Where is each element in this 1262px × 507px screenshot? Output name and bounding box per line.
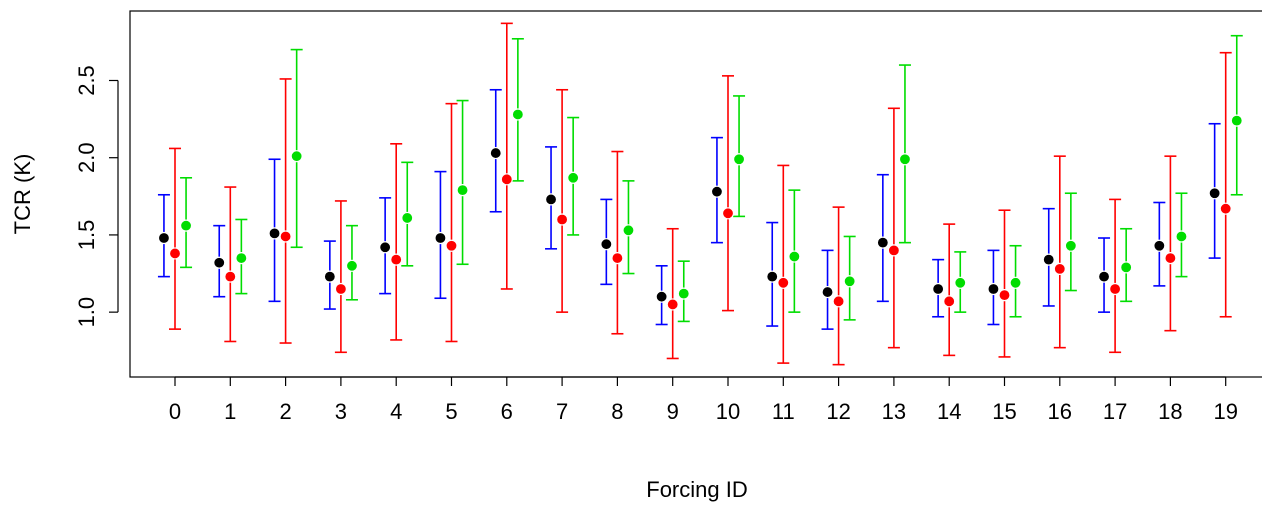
x-tick-label: 11 — [772, 399, 795, 424]
data-point — [843, 275, 856, 288]
data-point — [1064, 239, 1077, 252]
x-tick-label: 2 — [279, 399, 291, 424]
x-tick-label: 3 — [335, 399, 347, 424]
data-point — [788, 250, 801, 263]
data-point — [334, 282, 347, 296]
data-point — [279, 230, 292, 243]
data-point — [1164, 251, 1177, 265]
data-point — [567, 171, 580, 184]
data-point — [157, 231, 171, 245]
data-point — [721, 207, 735, 220]
data-point — [998, 289, 1011, 302]
data-point — [511, 108, 524, 121]
data-point — [987, 282, 1000, 296]
data-point — [666, 298, 679, 311]
data-point — [1097, 270, 1111, 283]
data-point — [290, 150, 303, 163]
data-point — [932, 282, 945, 296]
x-tick-label: 14 — [937, 399, 961, 424]
y-tick-label: 2.0 — [74, 142, 99, 173]
data-point — [445, 239, 458, 252]
y-tick-label: 1.5 — [74, 220, 99, 251]
x-tick-label: 13 — [882, 399, 906, 424]
data-point — [898, 153, 912, 166]
data-point — [1009, 276, 1022, 289]
data-point — [555, 213, 569, 226]
x-tick-label: 10 — [716, 399, 740, 424]
data-point — [732, 153, 746, 166]
x-tick-label: 0 — [169, 399, 181, 424]
x-tick-label: 16 — [1048, 399, 1072, 424]
data-point — [489, 146, 502, 160]
data-point — [268, 227, 281, 240]
data-point — [655, 290, 668, 303]
x-tick-label: 12 — [826, 399, 850, 424]
data-point — [1208, 187, 1221, 200]
data-point — [766, 270, 779, 283]
plot-frame — [129, 10, 1262, 378]
data-point — [213, 256, 226, 269]
data-point — [1219, 202, 1232, 215]
data-point — [168, 247, 182, 260]
x-axis-label: Forcing ID — [646, 477, 747, 502]
data-point — [401, 211, 414, 225]
y-axis: 1.0 1.5 2.0 2.5 — [74, 65, 119, 328]
data-point — [544, 193, 558, 206]
data-point — [345, 259, 359, 272]
data-point — [1042, 253, 1055, 266]
data-point — [876, 236, 889, 249]
x-tick-label: 15 — [992, 399, 1016, 424]
x-tick-label: 5 — [445, 399, 457, 424]
y-tick-label: 1.0 — [74, 297, 99, 328]
x-tick-label: 9 — [667, 399, 679, 424]
data-point — [954, 276, 967, 289]
x-tick-label: 1 — [224, 399, 236, 424]
data-point — [1153, 239, 1166, 252]
data-point — [379, 241, 392, 254]
x-tick-label: 18 — [1158, 399, 1182, 424]
data-point — [224, 270, 237, 283]
data-point — [1108, 282, 1122, 296]
data-point — [1120, 261, 1133, 274]
data-point — [456, 184, 469, 197]
error-bars — [157, 22, 1243, 366]
data-point — [832, 295, 845, 308]
data-point — [821, 285, 834, 299]
data-point — [677, 287, 690, 300]
data-point — [943, 295, 956, 308]
x-tick-label: 8 — [611, 399, 623, 424]
data-point — [887, 244, 901, 257]
data-point — [622, 224, 635, 237]
data-point — [434, 231, 447, 245]
x-tick-label: 4 — [390, 399, 402, 424]
data-point — [390, 253, 403, 266]
data-point — [500, 173, 513, 186]
data-point — [1175, 230, 1188, 243]
data-point — [235, 251, 248, 265]
data-point — [179, 219, 193, 232]
x-tick-label: 19 — [1213, 399, 1237, 424]
data-point — [1053, 262, 1066, 275]
data-point — [600, 238, 613, 251]
y-axis-label: TCR (K) — [10, 154, 35, 235]
x-axis: 0 1 2 3 4 5 6 7 8 9 10 11 12 13 14 15 16 17 18 19 — [169, 376, 1238, 424]
y-tick-label: 2.5 — [74, 65, 99, 96]
data-point — [777, 276, 790, 289]
x-tick-label: 6 — [501, 399, 513, 424]
data-point — [710, 185, 724, 198]
data-point — [323, 270, 336, 283]
data-point — [611, 251, 624, 265]
x-tick-label: 7 — [556, 399, 568, 424]
x-tick-label: 17 — [1103, 399, 1127, 424]
data-point — [1230, 114, 1243, 127]
data-points — [157, 108, 1243, 311]
